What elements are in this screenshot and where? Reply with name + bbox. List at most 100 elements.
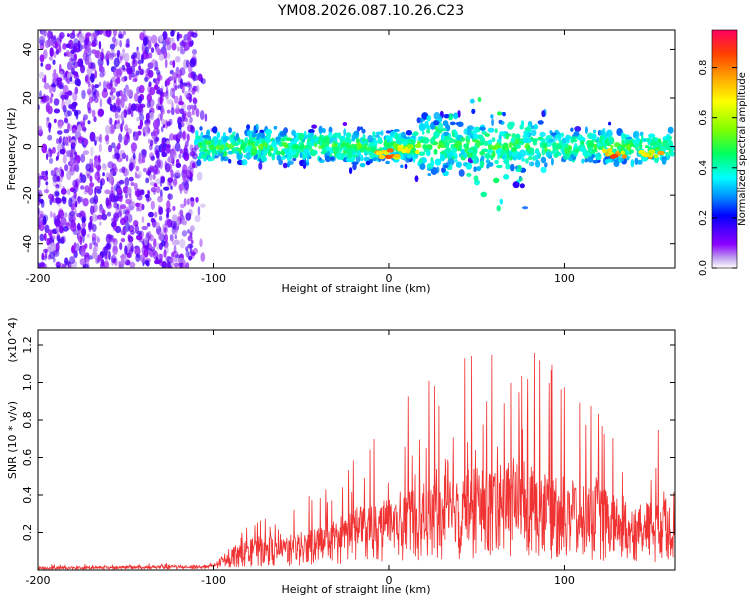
spectrogram-cell bbox=[195, 135, 201, 140]
spectrogram-cell bbox=[149, 173, 153, 181]
spectrogram-cell bbox=[91, 83, 95, 90]
spectrogram-cell bbox=[275, 150, 282, 156]
spectrogram-cell bbox=[400, 153, 404, 160]
spectrogram-cell bbox=[499, 198, 503, 205]
spectrogram-cell bbox=[405, 130, 412, 136]
spectrogram-cell bbox=[143, 36, 149, 46]
spectrogram-cell bbox=[616, 128, 623, 136]
spectrogram-cell bbox=[494, 159, 499, 165]
spectrogram-cell bbox=[158, 242, 163, 251]
spectrogram-cell bbox=[484, 153, 491, 159]
spectrogram-cell bbox=[173, 239, 180, 246]
spectrogram-cell bbox=[121, 152, 127, 159]
spectrogram-cell bbox=[148, 211, 154, 218]
spectrogram-hot-spot bbox=[620, 150, 626, 155]
spectrogram-cell bbox=[451, 147, 458, 153]
spectrogram-cell bbox=[306, 159, 309, 167]
spectrogram-cell bbox=[99, 72, 105, 78]
spectrogram-cell bbox=[308, 129, 315, 134]
spectrogram-cell bbox=[159, 34, 164, 43]
spectrogram-cell bbox=[510, 163, 515, 172]
spectrogram-cell bbox=[343, 128, 347, 137]
spectrogram-cell bbox=[90, 62, 96, 69]
spectrogram-cell bbox=[172, 153, 177, 159]
spectrogram-cell bbox=[472, 131, 477, 139]
spectrogram-cell bbox=[147, 138, 151, 144]
spectrogram-cell bbox=[477, 134, 484, 140]
spectrogram-cell bbox=[97, 108, 104, 118]
spectrogram-cell bbox=[118, 33, 124, 39]
spectrogram-cell bbox=[171, 237, 175, 246]
spectrogram-cell bbox=[137, 230, 142, 236]
spectrogram-cell bbox=[279, 130, 287, 137]
spectrogram-cell bbox=[72, 127, 76, 133]
spectrogram-cell bbox=[46, 30, 52, 40]
spectrogram-hot-spot bbox=[643, 153, 650, 158]
spectrogram-cell bbox=[443, 131, 450, 136]
snr-frame bbox=[37, 329, 676, 571]
spectrogram-cell bbox=[39, 90, 42, 100]
spectrogram-cell bbox=[59, 70, 63, 79]
spectrogram-cell bbox=[196, 84, 200, 94]
spectrogram-cell bbox=[169, 133, 175, 141]
spectrogram-cell bbox=[38, 71, 45, 79]
spectrogram-cell bbox=[47, 254, 52, 260]
snr-x-ticks: -200 -100 0 100 bbox=[26, 330, 575, 587]
spectrogram-cell bbox=[91, 233, 97, 241]
spectrogram-cell bbox=[572, 151, 579, 157]
spectrogram-cell bbox=[649, 145, 653, 151]
spectrogram-cell bbox=[306, 152, 310, 160]
spectrogram-cell bbox=[205, 152, 208, 157]
spectrogram-cell bbox=[528, 149, 534, 155]
spectrogram-hot-spot bbox=[609, 154, 617, 159]
spectrogram-cell bbox=[189, 167, 194, 178]
spectrogram-cell bbox=[108, 144, 113, 153]
spectrogram-cell bbox=[241, 159, 248, 166]
spectrogram-cell bbox=[419, 163, 426, 170]
spectrogram-cell bbox=[181, 230, 188, 237]
x-tick-label: 100 bbox=[554, 574, 575, 587]
spectrogram-cell bbox=[163, 50, 168, 59]
spectrogram-cell bbox=[189, 58, 196, 68]
spectrogram-cell bbox=[39, 233, 45, 242]
spectrogram-cell bbox=[175, 104, 180, 110]
spectrogram-cell bbox=[130, 245, 134, 252]
spectrogram-cell bbox=[467, 135, 471, 141]
spectrogram-cell bbox=[96, 92, 101, 100]
spectrogram-cell bbox=[90, 146, 94, 157]
spectrogram-cell bbox=[123, 137, 129, 146]
x-tick-label: 100 bbox=[554, 272, 575, 285]
spectrogram-cell bbox=[57, 151, 60, 157]
spectrogram-cell bbox=[48, 157, 54, 164]
spectrogram-cell bbox=[527, 156, 533, 161]
spectrogram-cell bbox=[80, 185, 85, 190]
spectrogram-cell bbox=[599, 135, 604, 141]
spectrogram-cell bbox=[507, 121, 514, 130]
spectrogram-cell bbox=[186, 81, 191, 86]
spectrogram-cell bbox=[78, 43, 83, 52]
spectrogram-cell bbox=[570, 137, 574, 144]
spectrogram-x-ticks: -200 -100 0 100 bbox=[26, 30, 575, 285]
spectrogram-cell bbox=[598, 129, 605, 136]
spectrogram-cell bbox=[443, 164, 449, 169]
spectrogram-cell bbox=[93, 241, 98, 247]
spectrogram-cell bbox=[591, 138, 597, 143]
spectrogram-cell bbox=[78, 225, 82, 235]
spectrogram-cell bbox=[525, 158, 529, 164]
spectrogram-cell bbox=[662, 158, 667, 165]
spectrogram-cell bbox=[194, 215, 201, 223]
spectrogram-cell bbox=[150, 47, 155, 53]
spectrogram-cell bbox=[487, 149, 494, 154]
spectrogram-cell bbox=[173, 80, 177, 89]
spectrogram-cell bbox=[52, 235, 56, 240]
spectrogram-cell bbox=[497, 154, 500, 160]
spectrogram-cell bbox=[154, 259, 161, 265]
spectrogram-cell bbox=[69, 256, 76, 265]
spectrogram-cell bbox=[445, 142, 450, 150]
spectrogram-cell bbox=[433, 120, 440, 126]
spectrogram-cell bbox=[516, 152, 523, 160]
spectrogram-cell bbox=[593, 129, 597, 134]
y-tick-label: 40 bbox=[21, 42, 34, 56]
spectrogram-cell bbox=[340, 142, 346, 147]
